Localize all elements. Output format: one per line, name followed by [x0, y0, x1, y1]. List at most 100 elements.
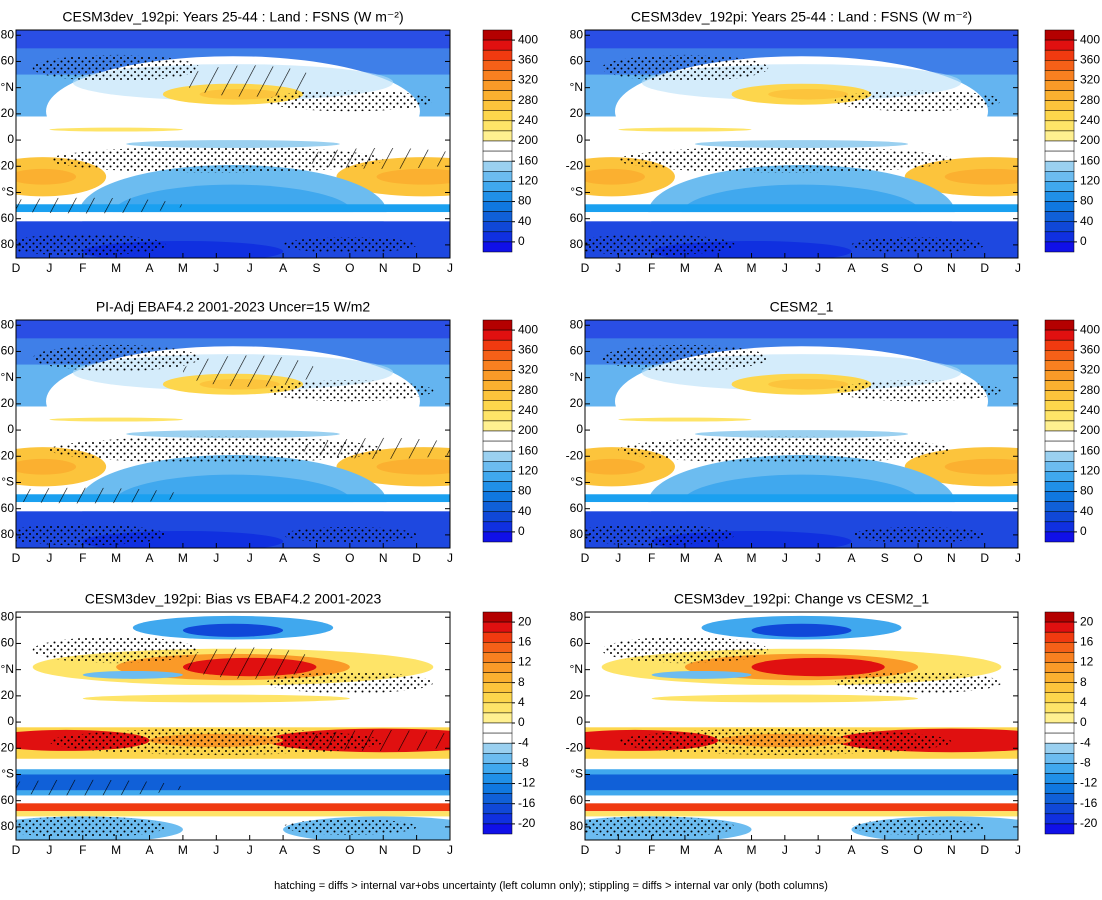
colorbar-box — [482, 461, 513, 472]
field-band — [16, 494, 450, 503]
colorbar-box — [1044, 70, 1075, 81]
colorbar-box — [482, 753, 513, 764]
field-blob — [16, 168, 77, 185]
colorbar-box — [482, 241, 513, 253]
colorbar-box — [1044, 642, 1075, 653]
colorbar-box — [482, 662, 513, 673]
colorbar-box — [482, 400, 513, 412]
x-tick-label: D — [980, 551, 989, 565]
colorbar-label: 4 — [1080, 695, 1087, 709]
colorbar-label: 400 — [518, 32, 538, 46]
x-tick-label: D — [412, 843, 421, 857]
hatching — [16, 487, 183, 504]
x-tick-label: D — [581, 843, 590, 857]
panel-title: PI-Adj EBAF4.2 2001-2023 Uncer=15 W/m2 — [96, 299, 371, 315]
colorbar-label: 280 — [518, 383, 538, 397]
field-band — [585, 204, 1018, 213]
colorbar-box — [1044, 150, 1075, 162]
x-tick-label: S — [881, 261, 889, 275]
x-tick-label: M — [747, 843, 757, 857]
colorbar-box — [1044, 110, 1075, 122]
colorbar-box — [1044, 211, 1075, 222]
colorbar-label: 40 — [518, 504, 532, 518]
colorbar-box — [1044, 39, 1075, 51]
y-tick-label: 80 — [1, 819, 15, 833]
colorbar-label: 200 — [518, 423, 538, 437]
field — [16, 612, 450, 840]
plot-frame — [15, 611, 451, 841]
colorbar-label: 120 — [518, 464, 538, 478]
x-tick-label: J — [615, 551, 621, 565]
y-tick-label: °N — [1, 80, 14, 94]
stippling — [32, 636, 200, 664]
x-tick-label: J — [1015, 261, 1021, 275]
colorbar-box — [482, 501, 513, 512]
colorbar-label: 280 — [1080, 383, 1100, 397]
field-band — [16, 204, 450, 213]
colorbar-label: 360 — [1080, 52, 1100, 66]
y-tick-label: -20 — [0, 158, 14, 172]
colorbar-label: 4 — [518, 695, 525, 709]
y-tick-label: 60 — [1, 344, 15, 358]
x-tick-label: J — [1015, 843, 1021, 857]
colorbar-box — [1044, 803, 1075, 815]
field-blob — [376, 168, 450, 185]
colorbar-box — [1044, 221, 1075, 233]
y-tick-label: 60 — [1, 501, 15, 515]
stippling — [283, 819, 417, 835]
x-tick-label: O — [345, 261, 354, 275]
colorbar-box — [1044, 49, 1075, 61]
colorbar-box — [1044, 120, 1075, 132]
x-tick-label: M — [680, 843, 690, 857]
colorbar-label: 160 — [518, 443, 538, 457]
field-band — [585, 774, 1018, 791]
colorbar-box — [1044, 521, 1075, 533]
y-tick-label: 60 — [1, 636, 15, 650]
colorbar-box — [482, 521, 513, 533]
x-tick-label: A — [279, 843, 287, 857]
colorbar-label: 8 — [1080, 675, 1087, 689]
x-tick-label: J — [46, 551, 52, 565]
colorbar-box — [1044, 410, 1075, 422]
x-tick-label: D — [581, 261, 590, 275]
x-tick-label: D — [412, 551, 421, 565]
panel-title: CESM3dev_192pi: Years 25-44 : Land : FSN… — [62, 9, 403, 25]
x-tick-label: A — [714, 843, 722, 857]
field-blob — [694, 430, 909, 438]
colorbar-label: -16 — [1080, 796, 1098, 810]
stippling — [266, 380, 434, 402]
colorbar-box — [1044, 491, 1075, 502]
colorbar-box — [1044, 450, 1075, 462]
colorbar-box — [482, 60, 513, 71]
colorbar-box — [1044, 420, 1075, 432]
colorbar-label: 160 — [1080, 153, 1100, 167]
stippling — [266, 672, 434, 694]
colorbar-box — [482, 390, 513, 401]
colorbar-box — [1044, 360, 1075, 371]
x-tick-label: M — [680, 261, 690, 275]
colorbar-box — [482, 813, 513, 825]
colorbar-box — [482, 440, 513, 452]
y-tick-label: 60 — [1, 793, 15, 807]
field-blob — [651, 670, 752, 679]
colorbar-box — [1044, 440, 1075, 452]
x-tick-label: M — [680, 551, 690, 565]
colorbar-label: -20 — [518, 816, 536, 830]
colorbar-label: 120 — [1080, 464, 1100, 478]
colorbar-box — [482, 773, 513, 784]
x-tick-label: A — [714, 551, 722, 565]
colorbar-label: -20 — [1080, 816, 1098, 830]
colorbar-label: 12 — [1080, 655, 1094, 669]
field-band — [585, 212, 1018, 222]
field-blob — [49, 127, 183, 132]
stippling — [601, 54, 769, 82]
colorbar-box — [1044, 682, 1075, 693]
y-tick-label: 20 — [1, 106, 15, 120]
colorbar-box — [1044, 471, 1075, 482]
plot-frame — [584, 611, 1019, 841]
colorbar-label: 0 — [1080, 524, 1087, 538]
colorbar-box — [1044, 90, 1075, 101]
colorbar-box — [482, 783, 513, 794]
y-tick-label: -20 — [0, 740, 14, 754]
